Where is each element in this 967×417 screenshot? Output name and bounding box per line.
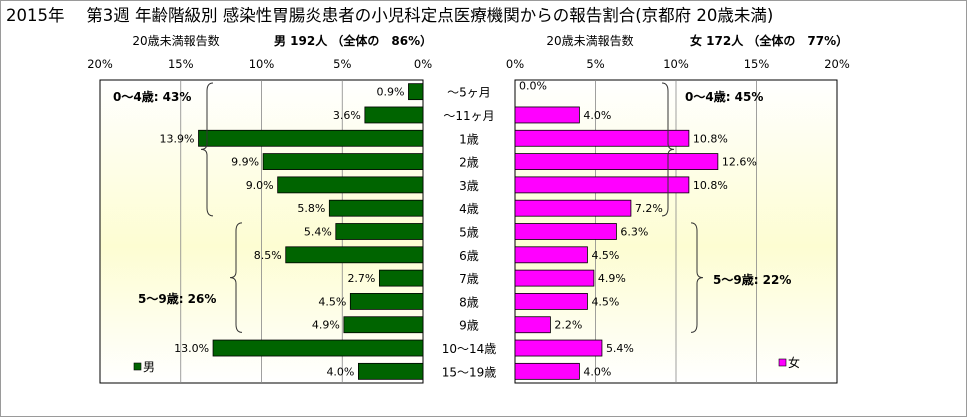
female-5-9-brace bbox=[690, 222, 704, 333]
male-value-label: 3.6% bbox=[333, 109, 361, 122]
female-value-label: 4.0% bbox=[583, 365, 611, 378]
age-category-label: 5歳 bbox=[459, 226, 479, 240]
age-category-label: 6歳 bbox=[459, 249, 479, 263]
female-value-label: 6.3% bbox=[620, 226, 648, 239]
female-bar bbox=[514, 153, 719, 170]
female-bar bbox=[514, 223, 617, 240]
male-value-label: 9.0% bbox=[246, 179, 274, 192]
female-bar bbox=[514, 293, 588, 310]
female-bar bbox=[514, 129, 690, 147]
male-value-label: 13.9% bbox=[160, 132, 195, 145]
age-category-label: ～11ヶ月 bbox=[443, 109, 494, 123]
male-5-9-annotation: 5～9歳: 26% bbox=[138, 291, 216, 306]
male-value-label: 5.4% bbox=[304, 226, 332, 239]
right-tick-label: 0% bbox=[506, 57, 524, 71]
male-5-9-brace bbox=[229, 222, 243, 333]
right-tick-label: 5% bbox=[586, 57, 604, 71]
male-bar bbox=[343, 316, 424, 334]
male-value-label: 13.0% bbox=[174, 342, 209, 355]
female-bar bbox=[514, 339, 603, 357]
age-category-label: 3歳 bbox=[459, 179, 479, 193]
female-0-4-brace bbox=[661, 82, 675, 217]
age-category-label: 2歳 bbox=[459, 156, 479, 170]
female-value-label: 10.8% bbox=[693, 179, 728, 192]
left-tick-label: 5% bbox=[333, 57, 351, 71]
male-bar bbox=[349, 293, 424, 310]
male-legend-swatch bbox=[133, 362, 142, 371]
male-bar bbox=[212, 339, 424, 357]
age-category-label: 4歳 bbox=[459, 202, 479, 216]
male-bar bbox=[285, 246, 424, 264]
female-5-9-annotation: 5～9歳: 22% bbox=[713, 272, 791, 287]
left-tick-label: 20% bbox=[87, 57, 113, 71]
female-bar bbox=[514, 316, 551, 334]
right-header-total: 女 172人 （全体の 77%） bbox=[690, 33, 848, 48]
female-value-label: 12.6% bbox=[722, 156, 757, 169]
female-value-label: 5.4% bbox=[606, 342, 634, 355]
female-bar bbox=[514, 246, 588, 264]
female-bar bbox=[514, 176, 690, 194]
female-0-4-annotation: 0～4歳: 45% bbox=[685, 89, 763, 104]
male-bar bbox=[198, 129, 424, 147]
male-bar bbox=[335, 223, 424, 240]
right-tick-label: 20% bbox=[824, 57, 850, 71]
male-value-label: 0.9% bbox=[377, 86, 405, 99]
female-value-label: 4.9% bbox=[598, 272, 626, 285]
female-value-label: 2.2% bbox=[554, 319, 582, 332]
female-bar bbox=[514, 362, 580, 380]
male-value-label: 5.8% bbox=[297, 202, 325, 215]
chart-title: 2015年 第3週 年齢階級別 感染性胃腸炎患者の小児科定点医療機関からの報告割… bbox=[6, 6, 774, 25]
male-bar bbox=[357, 362, 424, 380]
male-value-label: 8.5% bbox=[254, 249, 282, 262]
female-value-label: 4.5% bbox=[591, 249, 619, 262]
female-value-label: 0.0% bbox=[519, 80, 547, 93]
left-header-count-label: 20歳未満報告数 bbox=[132, 33, 219, 48]
male-value-label: 9.9% bbox=[231, 156, 259, 169]
right-header-count-label: 20歳未満報告数 bbox=[546, 33, 633, 48]
female-value-label: 4.0% bbox=[583, 109, 611, 122]
female-legend-swatch bbox=[778, 358, 787, 367]
age-category-label: 8歳 bbox=[459, 295, 479, 309]
age-category-label: 10～14歳 bbox=[442, 342, 497, 356]
female-value-label: 10.8% bbox=[693, 132, 728, 145]
male-value-label: 4.0% bbox=[326, 365, 354, 378]
male-bar bbox=[364, 106, 424, 124]
male-bar bbox=[378, 269, 424, 287]
left-tick-label: 15% bbox=[168, 57, 194, 71]
male-legend-label: 男 bbox=[143, 360, 155, 374]
male-0-4-annotation: 0～4歳: 43% bbox=[113, 89, 191, 104]
male-bar bbox=[277, 176, 424, 194]
right-tick-label: 10% bbox=[663, 57, 689, 71]
age-category-label: 7歳 bbox=[459, 272, 479, 286]
age-category-label: 1歳 bbox=[459, 132, 479, 146]
female-value-label: 4.5% bbox=[591, 295, 619, 308]
female-legend-label: 女 bbox=[788, 355, 800, 370]
left-tick-label: 0% bbox=[414, 57, 432, 71]
female-bar bbox=[514, 199, 632, 217]
male-value-label: 2.7% bbox=[347, 272, 375, 285]
male-bar bbox=[328, 199, 424, 217]
male-bar bbox=[262, 153, 424, 170]
female-value-label: 7.2% bbox=[635, 202, 663, 215]
left-header-total: 男 192人 （全体の 86%） bbox=[274, 33, 432, 48]
male-value-label: 4.5% bbox=[318, 295, 346, 308]
age-category-label: ～5ヶ月 bbox=[447, 86, 491, 100]
age-category-label: 15～19歳 bbox=[442, 365, 497, 379]
right-tick-label: 15% bbox=[744, 57, 770, 71]
male-bar bbox=[408, 83, 424, 101]
female-bar bbox=[514, 269, 595, 287]
male-value-label: 4.9% bbox=[312, 319, 340, 332]
age-category-label: 9歳 bbox=[459, 319, 479, 333]
left-tick-label: 10% bbox=[249, 57, 275, 71]
male-0-4-brace bbox=[200, 82, 214, 217]
female-bar bbox=[514, 106, 580, 124]
